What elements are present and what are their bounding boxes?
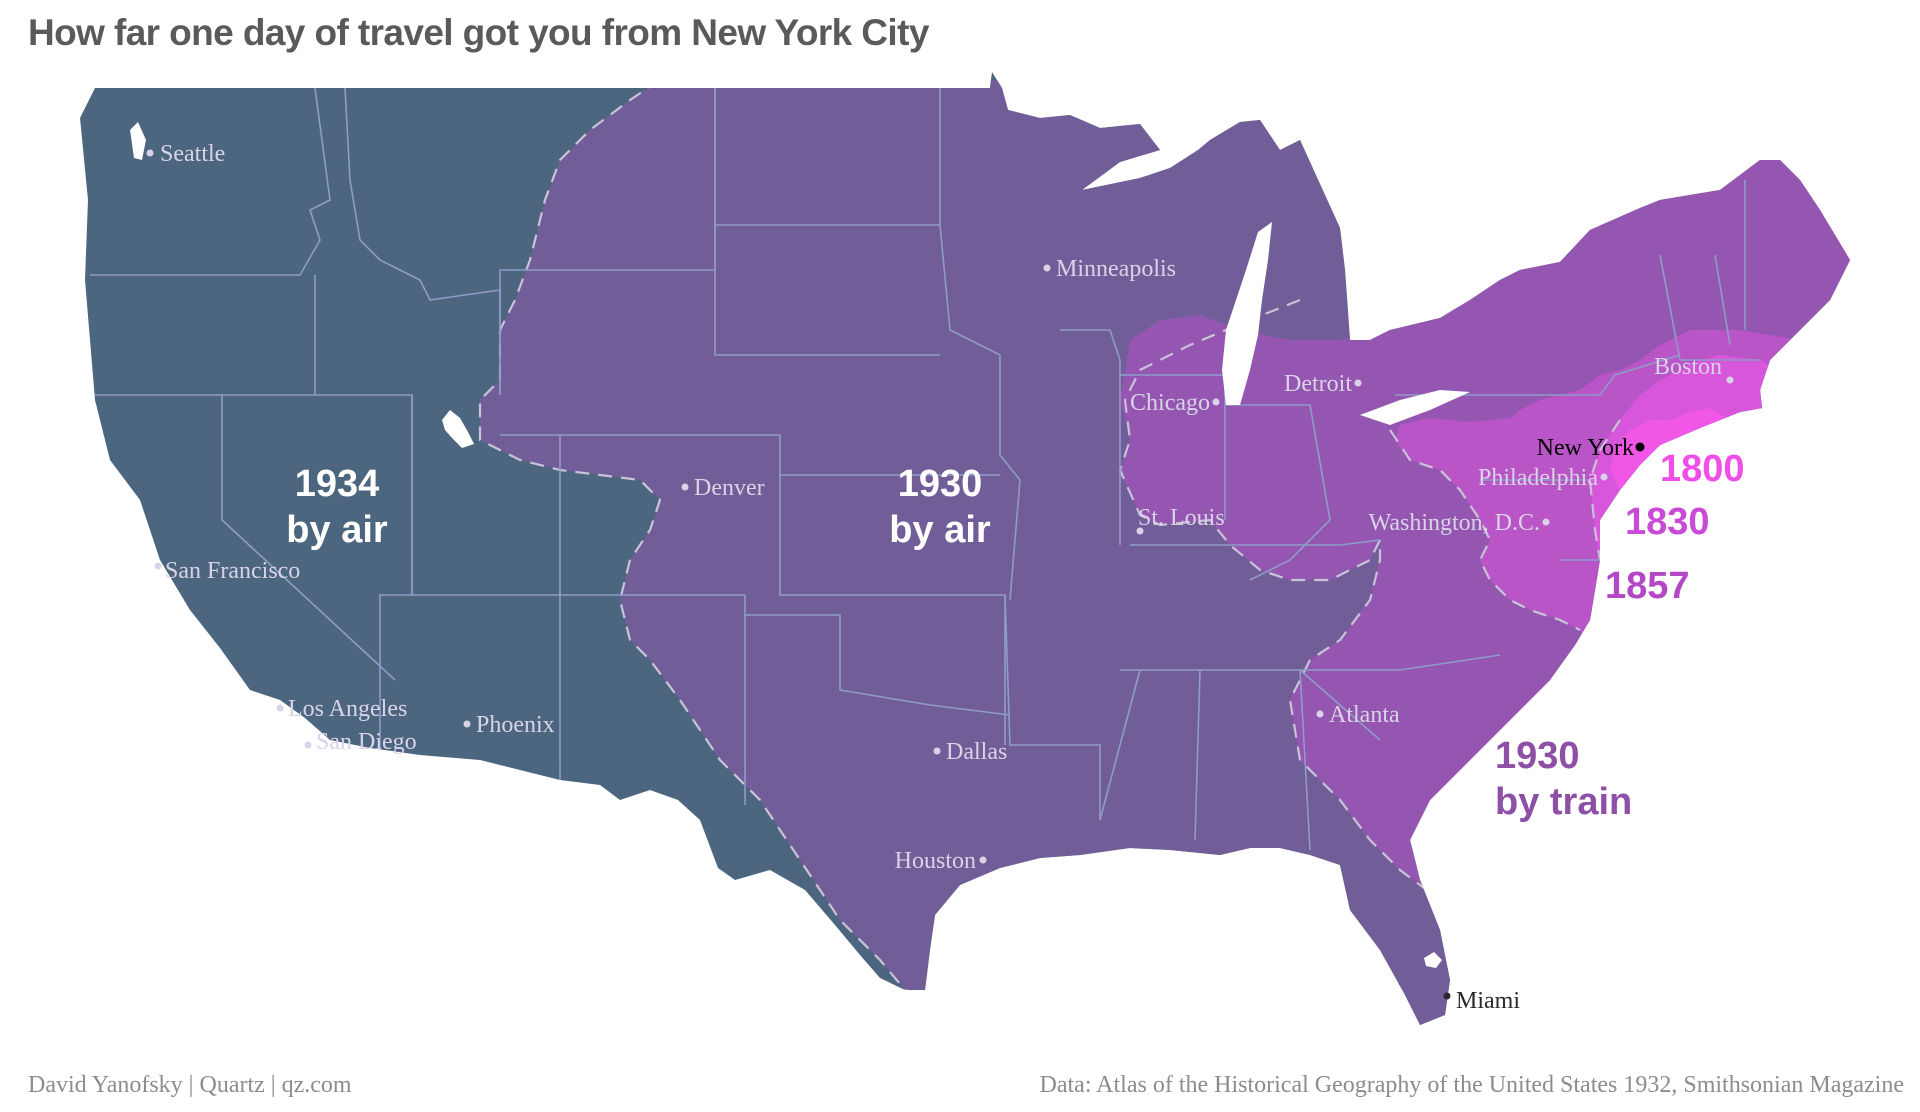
st-louis-label: St. Louis xyxy=(1138,505,1225,531)
denver-marker xyxy=(681,483,689,491)
denver-label: Denver xyxy=(694,475,765,501)
zone-label-air1930: 1930 by air xyxy=(889,463,991,551)
state-line xyxy=(1099,669,1381,851)
philadelphia-marker xyxy=(1600,473,1608,481)
los-angeles-marker xyxy=(276,704,284,712)
washington-marker xyxy=(1542,518,1550,526)
miami-label: Miami xyxy=(1456,988,1520,1014)
san-francisco-marker xyxy=(154,562,162,570)
lake-erie xyxy=(1360,390,1470,425)
lake-okeechobee xyxy=(1424,952,1442,968)
detroit-label: Detroit xyxy=(1284,371,1352,397)
seattle-marker xyxy=(146,149,154,157)
boston-label: Boston xyxy=(1654,354,1722,380)
zone-label-train1930: 1930 by train xyxy=(1495,735,1632,823)
puget-sound xyxy=(130,122,146,160)
boundary-1857 xyxy=(1389,429,1581,631)
state-line xyxy=(500,434,746,805)
state-line xyxy=(939,224,1021,601)
state-line xyxy=(560,434,1000,476)
miami-marker xyxy=(1443,992,1451,1000)
footer-credit: David Yanofsky | Quartz | qz.com xyxy=(28,1072,352,1098)
dallas-marker xyxy=(933,747,941,755)
atlanta-label: Atlanta xyxy=(1329,702,1400,728)
zone-label-y1800: 1800 xyxy=(1660,448,1745,490)
phoenix-label: Phoenix xyxy=(476,712,555,738)
san-diego-label: San Diego xyxy=(316,729,417,755)
boundary-1930-air xyxy=(478,79,931,1002)
zone-label-y1857: 1857 xyxy=(1605,565,1690,607)
dallas-label: Dallas xyxy=(946,739,1007,765)
boston-marker xyxy=(1726,376,1734,384)
great-salt-lake xyxy=(442,410,474,448)
zone-label-y1830: 1830 xyxy=(1625,501,1710,543)
zone-label-air1934: 1934 by air xyxy=(286,463,388,551)
state-line xyxy=(344,87,501,395)
lake-michigan xyxy=(1222,222,1272,405)
washington-label: Washington, D.C. xyxy=(1369,510,1540,536)
state-line xyxy=(1060,329,1121,545)
houston-label: Houston xyxy=(895,848,976,874)
philadelphia-label: Philadelphia xyxy=(1478,465,1598,491)
state-line xyxy=(1130,539,1381,546)
state-line xyxy=(1225,404,1331,581)
houston-marker xyxy=(979,856,987,864)
new-york-marker xyxy=(1635,442,1645,452)
state-line xyxy=(221,395,396,681)
state-line xyxy=(1395,354,1681,396)
los-angeles-label: Los Angeles xyxy=(288,696,407,722)
state-line xyxy=(714,225,940,356)
chicago-label: Chicago xyxy=(1130,390,1210,416)
boundary-1930-train xyxy=(1118,298,1441,901)
st-louis-marker xyxy=(1136,527,1144,535)
minneapolis-label: Minneapolis xyxy=(1056,256,1176,282)
state-line xyxy=(745,614,1011,716)
san-francisco-label: San Francisco xyxy=(165,558,300,584)
san-diego-marker xyxy=(304,741,312,749)
seattle-label: Seattle xyxy=(160,141,225,167)
minneapolis-marker xyxy=(1043,264,1051,272)
footer-source: Data: Atlas of the Historical Geography … xyxy=(1039,1072,1904,1098)
state-line xyxy=(1004,594,1101,820)
atlanta-marker xyxy=(1316,710,1324,718)
phoenix-marker xyxy=(463,720,471,728)
state-line xyxy=(714,88,941,226)
detroit-marker xyxy=(1354,379,1362,387)
boundary-1830 xyxy=(1588,419,1650,582)
state-line xyxy=(779,475,1006,745)
map-title: How far one day of travel got you from N… xyxy=(28,12,929,53)
state-line xyxy=(1659,180,1760,361)
chicago-marker xyxy=(1212,398,1220,406)
state-line xyxy=(1120,654,1501,671)
state-line xyxy=(90,87,331,276)
new-york-label: New York xyxy=(1537,435,1634,461)
